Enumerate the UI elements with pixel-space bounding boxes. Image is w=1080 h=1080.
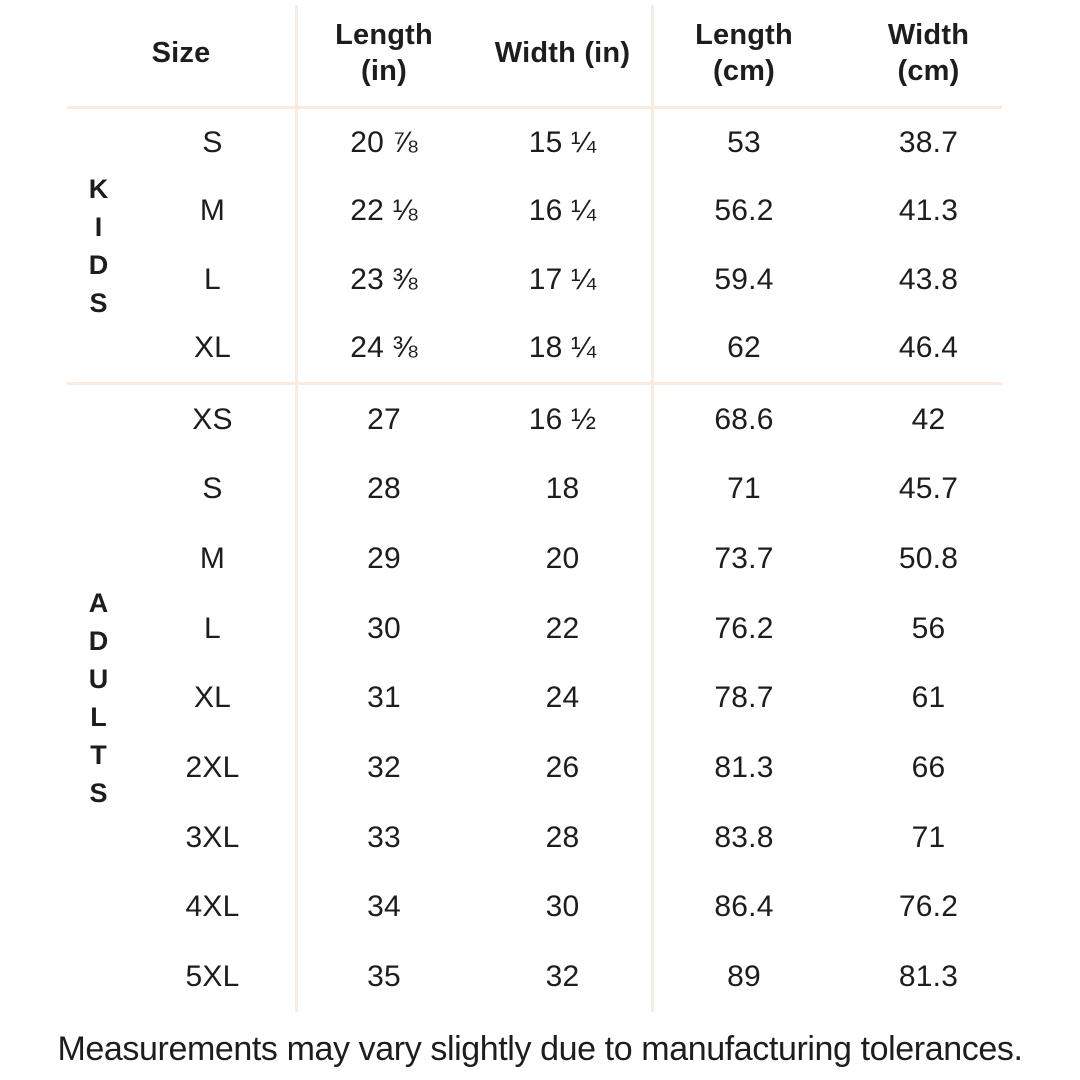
size-cell: S	[202, 126, 223, 160]
size-cell: 3XL	[185, 820, 240, 854]
width-in-cell: 15 ¼	[528, 126, 597, 160]
length-cm-cell: 73.7	[714, 542, 774, 576]
length-in-cell: 22 ⅛	[350, 194, 418, 228]
size-cell: L	[204, 611, 221, 645]
length-cm-cell: 89	[727, 960, 761, 994]
length-cm-cell: 76.2	[714, 611, 774, 645]
size-cell: XS	[192, 402, 233, 436]
size-cell: M	[199, 194, 226, 228]
size-cell: 2XL	[185, 751, 240, 785]
width-in-cell: 26	[545, 751, 580, 785]
adults-section: A D U L T S XS 27 16 ½ 68.6 42 S 28 18 71 45.7 M 29 2…	[67, 385, 1021, 1012]
size-cell: XL	[193, 330, 232, 364]
length-cm-cell: 68.6	[714, 402, 774, 436]
width-in-cell: 18	[545, 472, 580, 506]
length-in-cell: 34	[367, 890, 401, 924]
header-divider	[67, 106, 1002, 109]
size-cell: S	[202, 472, 223, 506]
width-in-cell: 32	[545, 960, 580, 994]
width-in-cell: 18 ¼	[528, 330, 597, 364]
header-length-cm: Length (cm)	[695, 19, 793, 87]
length-cm-cell: 62	[727, 330, 761, 364]
vertical-divider-1	[295, 5, 298, 1012]
length-cm-cell: 71	[727, 472, 761, 506]
width-in-cell: 16 ½	[528, 402, 597, 436]
width-cm-cell: 66	[911, 751, 946, 785]
width-cm-cell: 71	[911, 820, 946, 854]
width-cm-cell: 61	[911, 681, 946, 715]
header-width-in: Width (in)	[494, 37, 631, 69]
length-in-cell: 30	[367, 611, 401, 645]
width-in-cell: 28	[545, 820, 580, 854]
length-cm-cell: 59.4	[714, 262, 774, 296]
width-cm-cell: 81.3	[898, 960, 959, 994]
length-in-cell: 29	[367, 542, 401, 576]
length-cm-cell: 81.3	[714, 751, 774, 785]
size-cell: 4XL	[185, 890, 240, 924]
table-header-row: Size Length (in) Width (in) Length (cm) …	[67, 0, 1021, 106]
vertical-divider-2	[651, 5, 654, 1012]
width-cm-cell: 45.7	[898, 472, 959, 506]
size-cell: L	[204, 262, 221, 296]
width-cm-cell: 50.8	[898, 542, 959, 576]
length-cm-cell: 53	[727, 126, 761, 160]
width-in-cell: 20	[545, 542, 580, 576]
length-in-cell: 20 ⅞	[350, 126, 418, 160]
length-in-cell: 31	[367, 681, 401, 715]
width-in-cell: 24	[545, 681, 580, 715]
size-cell: 5XL	[185, 960, 240, 994]
length-cm-cell: 83.8	[714, 820, 774, 854]
width-in-cell: 17 ¼	[528, 262, 597, 296]
width-cm-cell: 56	[911, 611, 946, 645]
length-in-cell: 28	[367, 472, 401, 506]
length-in-cell: 33	[367, 820, 401, 854]
length-in-cell: 35	[367, 960, 401, 994]
size-cell: XL	[193, 681, 232, 715]
group-label-adults: A D U L T S	[88, 588, 109, 809]
width-cm-cell: 46.4	[898, 330, 959, 364]
width-cm-cell: 41.3	[898, 194, 959, 228]
size-cell: M	[199, 542, 226, 576]
length-in-cell: 24 ⅜	[350, 330, 418, 364]
header-length-in: Length (in)	[335, 19, 433, 87]
length-cm-cell: 78.7	[714, 681, 774, 715]
header-size: Size	[151, 37, 211, 69]
length-in-cell: 27	[367, 402, 401, 436]
group-label-kids: K I D S	[88, 173, 109, 318]
width-in-cell: 30	[545, 890, 580, 924]
width-cm-cell: 42	[911, 402, 946, 436]
width-in-cell: 22	[545, 611, 580, 645]
length-in-cell: 32	[367, 751, 401, 785]
width-in-cell: 16 ¼	[528, 194, 597, 228]
width-cm-cell: 43.8	[898, 262, 959, 296]
tolerance-note: Measurements may vary slightly due to ma…	[57, 1029, 1023, 1068]
kids-adults-divider	[67, 382, 1002, 385]
width-cm-cell: 76.2	[898, 890, 959, 924]
kids-section: K I D S S 20 ⅞ 15 ¼ 53 38.7 M 22 ⅛ 16 ¼ 56.2 41.3 L…	[67, 109, 1021, 382]
width-cm-cell: 38.7	[898, 126, 959, 160]
length-cm-cell: 86.4	[714, 890, 774, 924]
length-cm-cell: 56.2	[714, 194, 774, 228]
length-in-cell: 23 ⅜	[350, 262, 418, 296]
header-width-cm: Width (cm)	[887, 19, 970, 87]
